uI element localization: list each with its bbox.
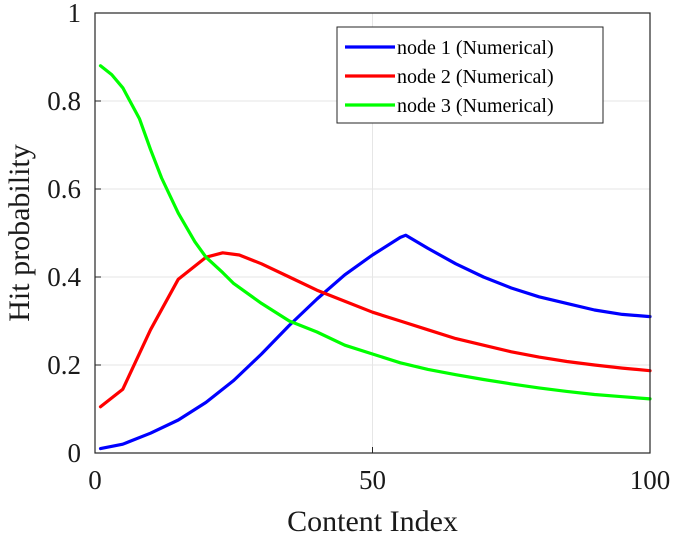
x-tick-label: 100 — [630, 465, 671, 495]
series-layer — [98, 64, 652, 451]
y-tick-label: 0 — [68, 438, 82, 468]
x-tick-label: 50 — [359, 465, 386, 495]
y-tick-label: 0.2 — [47, 350, 81, 380]
legend-label-1: node 1 (Numerical) — [397, 37, 554, 59]
ticks: 0 50 100 0 0.2 0.4 0.6 0.8 1 — [47, 0, 670, 495]
legend-items: node 1 (Numerical) node 2 (Numerical) node… — [345, 37, 554, 117]
series-line-3 — [98, 64, 652, 401]
legend-label-2: node 2 (Numerical) — [397, 66, 554, 88]
series-line-2 — [98, 251, 652, 409]
series-line-1 — [98, 233, 652, 451]
legend-label-3: node 3 (Numerical) — [397, 95, 554, 117]
x-axis-title: Content Index — [287, 505, 458, 533]
legend: node 1 (Numerical) node 2 (Numerical) node… — [336, 26, 604, 124]
y-axis-title: Hit probability — [3, 144, 36, 321]
y-tick-label: 1 — [68, 0, 82, 28]
y-tick-label: 0.8 — [47, 86, 81, 116]
x-tick-label: 0 — [88, 465, 102, 495]
y-tick-label: 0.6 — [47, 174, 81, 204]
y-tick-label: 0.4 — [47, 262, 81, 292]
